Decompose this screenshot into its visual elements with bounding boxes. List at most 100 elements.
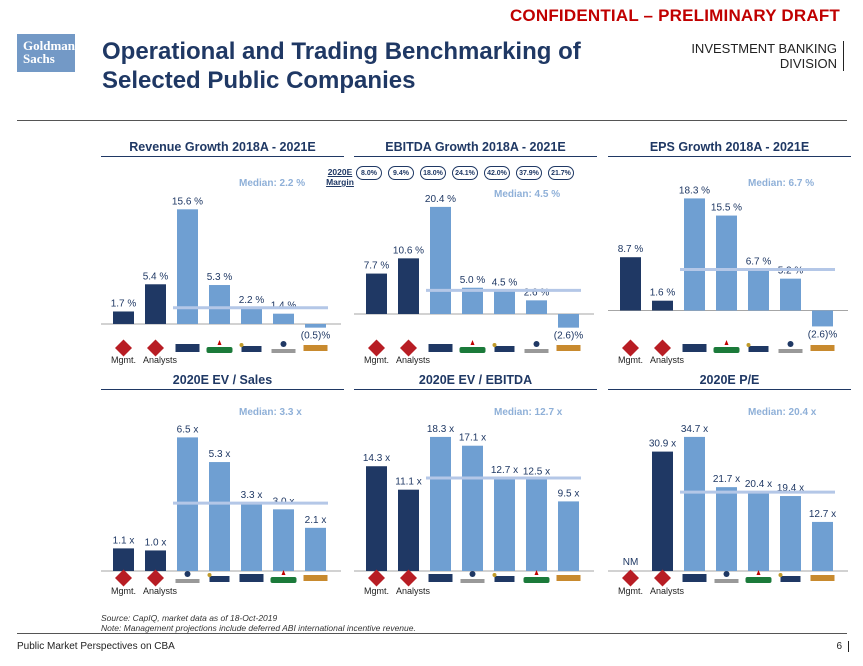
- constellation-mark-shape: [184, 571, 191, 577]
- bar: [748, 269, 769, 311]
- constellation-logo-shape: [714, 579, 739, 583]
- bar: [113, 311, 134, 324]
- cbr-icon-shape: [622, 569, 639, 587]
- cbr-icon-shape: [115, 339, 132, 357]
- bar: [620, 257, 641, 311]
- source-line: Source: CapIQ, market data as of 18-Oct-…: [101, 613, 278, 623]
- data-label: 2.2 %: [239, 295, 265, 306]
- cbr-icon: [622, 339, 639, 357]
- chart-title: 2020E EV / EBITDA: [354, 373, 597, 390]
- abinbev-mark-shape: [239, 343, 244, 347]
- data-label: 1.1 x: [113, 535, 135, 546]
- page-title: Operational and Trading Benchmarking of …: [102, 38, 581, 94]
- heineken-logo-shape: [523, 577, 550, 583]
- heineken-logo-shape: [206, 347, 233, 353]
- constellation-mark-shape: [469, 571, 476, 577]
- abinbev-logo: [778, 573, 801, 582]
- chart-title: Revenue Growth 2018A - 2021E: [101, 140, 344, 157]
- bar: [145, 284, 166, 324]
- bar: [113, 548, 134, 571]
- data-label: 5.4 %: [143, 271, 169, 282]
- cbr-icon: [147, 569, 164, 587]
- chart-svg: 14.3 x 11.1 x 18.3 x 17.1 x 12.7 x 12.5 x 9.5 …: [354, 424, 594, 596]
- boston-beer-logo-shape: [175, 344, 200, 352]
- median-label: Median: 3.3 x: [239, 407, 302, 418]
- bar: [462, 445, 483, 571]
- data-label: (2.6)%: [808, 329, 838, 340]
- cbr-icon: [368, 569, 385, 587]
- data-label: 2.1 x: [305, 515, 327, 526]
- data-label: 6.7 %: [746, 256, 772, 267]
- chart-title: EPS Growth 2018A - 2021E: [608, 140, 851, 157]
- cbr-icon-shape: [654, 569, 671, 587]
- mgmt-label: Mgmt.: [111, 586, 136, 596]
- cbr-icon-shape: [368, 569, 385, 587]
- data-label: 20.4 %: [425, 194, 456, 205]
- molson-coors-logo: [303, 575, 328, 581]
- bar: [526, 479, 547, 571]
- cbr-icon: [622, 569, 639, 587]
- heineken-star-shape: [724, 340, 729, 345]
- constellation-mark-shape: [280, 341, 287, 347]
- data-label: 10.6 %: [393, 245, 424, 256]
- mgmt-label: Mgmt.: [618, 586, 643, 596]
- heineken-logo: [459, 340, 486, 353]
- boston-beer-logo: [239, 574, 264, 582]
- molson-coors-logo-shape: [303, 345, 328, 351]
- chart-title: 2020E EV / Sales: [101, 373, 344, 390]
- boston-beer-logo: [682, 574, 707, 582]
- constellation-brands-logo: [778, 341, 803, 353]
- margin-pill: 9.4%: [388, 166, 414, 180]
- data-label: 5.3 x: [209, 449, 231, 460]
- median-label: Median: 4.5 %: [494, 189, 561, 200]
- abinbev-logo: [746, 343, 769, 352]
- note-line: Note: Management projections include def…: [101, 623, 416, 633]
- molson-coors-logo-shape: [810, 575, 835, 581]
- constellation-brands-logo: [524, 341, 549, 353]
- abinbev-mark-shape: [492, 343, 497, 347]
- data-label: 5.0 %: [460, 275, 486, 286]
- chart-panel-ev-sales: 2020E EV / Sales Median: 3.3 x 1.1 x 1.0 …: [101, 373, 344, 603]
- data-label: 12.7 x: [809, 509, 836, 520]
- bar: [398, 258, 419, 314]
- abinbev-logo-shape: [209, 576, 230, 582]
- abinbev-logo-shape: [494, 576, 515, 582]
- data-label: 8.7 %: [618, 244, 644, 255]
- data-label: 6.5 x: [177, 424, 199, 435]
- bar: [780, 496, 801, 571]
- heineken-logo-shape: [713, 347, 740, 353]
- constellation-brands-logo: [460, 571, 485, 583]
- analysts-label: Analysts: [396, 355, 431, 365]
- data-label: 30.9 x: [649, 439, 676, 450]
- bar: [209, 285, 230, 324]
- bar: [716, 487, 737, 571]
- analysts-label: Analysts: [650, 586, 685, 596]
- margin-pill: 42.0%: [484, 166, 510, 180]
- bar: [748, 492, 769, 571]
- abinbev-logo-shape: [494, 346, 515, 352]
- mgmt-label: Mgmt.: [364, 586, 389, 596]
- cbr-icon-shape: [368, 339, 385, 357]
- bar: [430, 206, 451, 314]
- boston-beer-logo: [428, 574, 453, 582]
- molson-coors-logo-shape: [556, 575, 581, 581]
- bar: [526, 300, 547, 314]
- chart-svg: 1.1 x1.0 x6.5 x5.3 x3.3 x3.0 x2.1 xMgmt.…: [101, 424, 341, 596]
- bar: [716, 215, 737, 311]
- heineken-star-shape: [217, 340, 222, 345]
- chart-title: EBITDA Growth 2018A - 2021E: [354, 140, 597, 157]
- goldman-sachs-logo: Goldman Sachs: [17, 34, 75, 72]
- chart-panel-revenue-growth: Revenue Growth 2018A - 2021E Median: 2.2…: [101, 140, 344, 365]
- heineken-logo: [206, 340, 233, 353]
- cbr-icon-shape: [400, 569, 417, 587]
- bar: [812, 310, 833, 327]
- molson-coors-logo: [556, 575, 581, 581]
- bar: [462, 287, 483, 314]
- margin-pill: 21.7%: [548, 166, 574, 180]
- molson-coors-logo: [303, 345, 328, 351]
- division-line2: DIVISION: [779, 56, 837, 71]
- cbr-icon: [654, 569, 671, 587]
- margin-pill: 37.9%: [516, 166, 542, 180]
- data-label: 12.7 x: [491, 465, 518, 476]
- chart-svg: 7.7 %10.6 % 20.4 % 5.0 % 4.5 % 2.6 % (2.6)% Mg…: [354, 194, 594, 365]
